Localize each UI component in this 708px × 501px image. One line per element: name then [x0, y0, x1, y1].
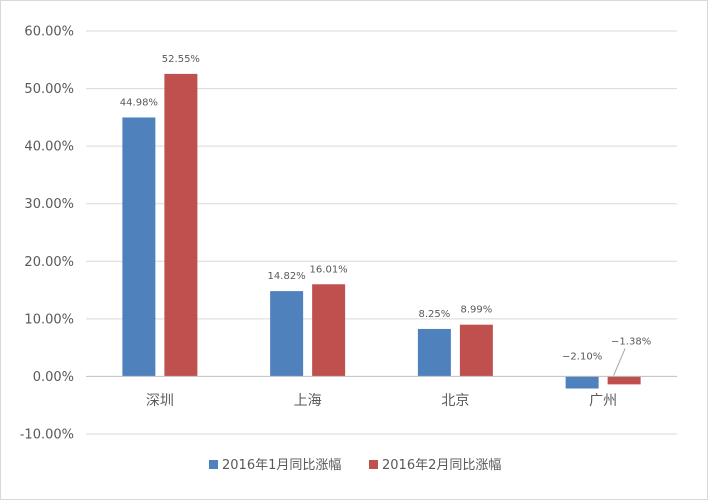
- bar-2-1: [164, 73, 198, 377]
- y-tick-label: 40.00%: [24, 140, 74, 155]
- bar-1-3: [417, 328, 451, 377]
- bar-1-2: [270, 291, 304, 377]
- data-label-2-2: 16.01%: [310, 264, 348, 275]
- data-labels: 44.98% 52.55% 14.82% 16.01% 8.25% 8.99% −2.10%…: [120, 54, 651, 363]
- data-label-leader-line: [613, 348, 626, 376]
- bar-2-2: [312, 284, 346, 377]
- data-label-1-3: 8.25%: [418, 309, 450, 320]
- category-label: 上海: [294, 393, 322, 409]
- data-label-1-1: 44.98%: [120, 97, 158, 108]
- legend-swatch-1: [209, 460, 218, 469]
- legend: 2016年1月同比涨幅 2016年2月同比涨幅: [209, 458, 501, 473]
- data-label-2-3: 8.99%: [460, 305, 492, 316]
- bar-2-3: [459, 324, 493, 377]
- legend-label-1: 2016年1月同比涨幅: [222, 458, 341, 473]
- y-tick-label: 60.00%: [24, 25, 74, 40]
- legend-swatch-2: [369, 460, 378, 469]
- y-tick-label: 10.00%: [24, 312, 74, 327]
- bar-2-4: [607, 376, 641, 385]
- y-tick-label: 30.00%: [24, 197, 74, 212]
- y-axis-tick-labels: 60.00% 50.00% 40.00% 30.00% 20.00% 10.00% 0.00…: [20, 25, 74, 443]
- category-label: 广州: [589, 393, 617, 409]
- data-label-1-2: 14.82%: [268, 271, 306, 282]
- bar-1-4: [565, 376, 599, 389]
- bar-1-1: [122, 117, 156, 377]
- data-label-1-4: −2.10%: [562, 351, 602, 362]
- y-tick-label: -10.00%: [20, 428, 74, 443]
- x-axis-category-labels: 深圳 上海 北京 广州: [146, 393, 617, 409]
- data-label-leaders: [613, 348, 626, 376]
- y-tick-label: 0.00%: [33, 370, 74, 385]
- y-tick-label: 20.00%: [24, 255, 74, 270]
- legend-label-2: 2016年2月同比涨幅: [382, 458, 501, 473]
- category-label: 深圳: [146, 393, 174, 409]
- y-tick-label: 50.00%: [24, 82, 74, 97]
- data-label-2-4: −1.38%: [611, 336, 651, 347]
- category-label: 北京: [441, 393, 469, 409]
- data-label-2-1: 52.55%: [162, 54, 200, 65]
- bars: [122, 73, 641, 389]
